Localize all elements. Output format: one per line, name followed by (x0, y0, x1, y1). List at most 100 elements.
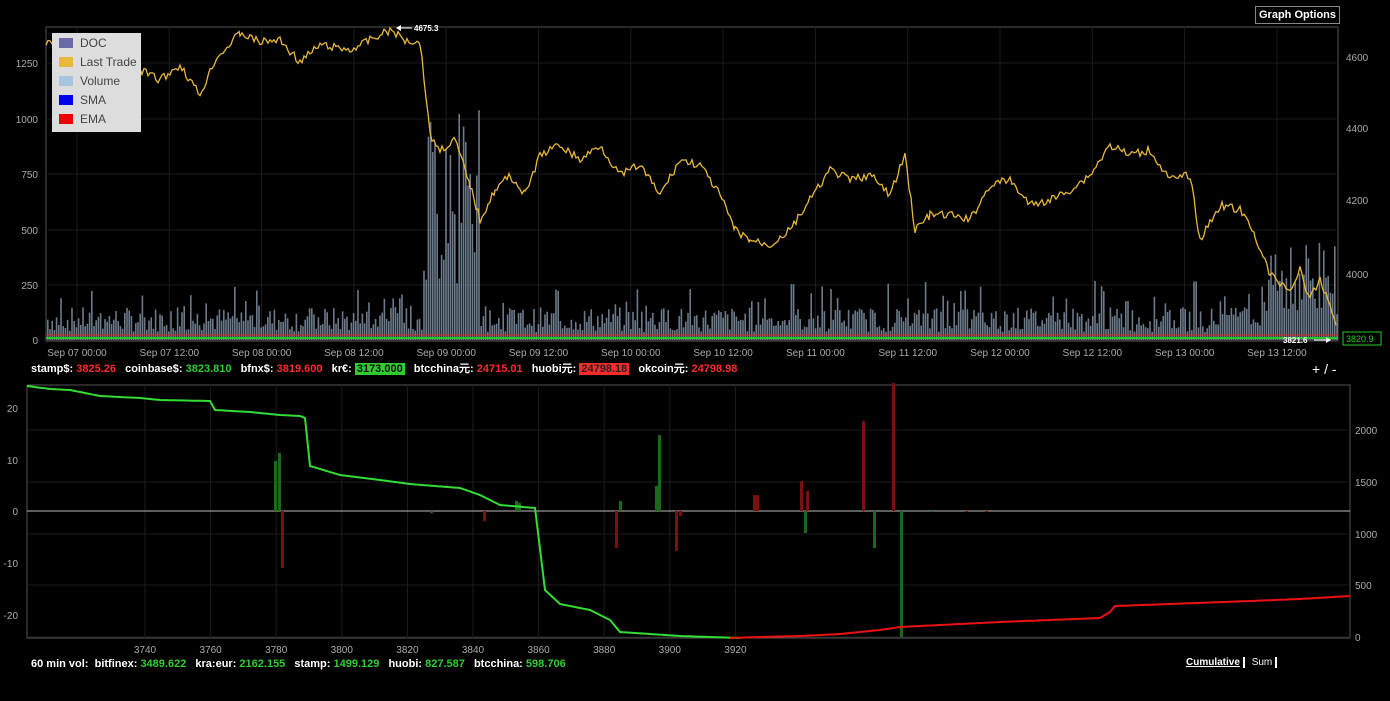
ticker-coinbase[interactable]: coinbase$: 3823.810 (125, 363, 231, 375)
volume-bar (544, 314, 546, 340)
axis-tick-label: -20 (4, 611, 19, 622)
volume-bar (603, 323, 606, 340)
volume-bar (456, 283, 458, 340)
volume-bar (616, 316, 619, 340)
volume-bar (311, 308, 313, 340)
volume-bar (812, 318, 815, 340)
volume-bar (1224, 296, 1226, 340)
volume-bar (685, 321, 687, 340)
volume-bar (753, 331, 755, 340)
volume-bar (764, 298, 766, 340)
volume-bar (407, 328, 410, 340)
ticker-label: huobi元: (531, 363, 577, 375)
volume-bar (1169, 310, 1171, 340)
axis-tick-label: 4200 (1346, 196, 1369, 207)
ticker-kraken[interactable]: kr€: 3173.000 (332, 363, 405, 375)
axis-tick-label: 4600 (1346, 53, 1369, 64)
volume-bar (918, 309, 920, 340)
volume-bar (1325, 277, 1327, 340)
volume-label: kra:eur: (195, 658, 237, 670)
volume-bar (242, 320, 245, 340)
volume-bar (951, 328, 953, 340)
axis-tick-label: Sep 13 00:00 (1155, 348, 1215, 359)
volume-bar (278, 319, 280, 340)
volume-bar (777, 320, 779, 340)
graph-options-button[interactable]: Graph Options (1255, 6, 1340, 24)
legend-item-ema[interactable]: EMA (52, 109, 141, 128)
cumulative-mode-button[interactable]: Cumulative (1186, 657, 1245, 668)
volume-bar (1120, 313, 1123, 340)
volume-bar (1213, 320, 1215, 340)
volume-bar (528, 323, 531, 340)
volume-bar (1006, 314, 1008, 340)
volume-bar (1114, 315, 1116, 340)
volume-bar (975, 316, 977, 340)
volume-bar (319, 325, 322, 340)
ticker-okcoin[interactable]: okcoin元: 24798.98 (638, 363, 737, 375)
zoom-out-button[interactable]: - (1331, 361, 1337, 377)
volume-bar (394, 307, 397, 340)
axis-tick-label: 3840 (462, 645, 485, 656)
volume-bar (297, 331, 300, 340)
volume-bar (946, 300, 949, 340)
volume-bar (740, 319, 742, 340)
ticker-value: 3823.810 (185, 363, 232, 375)
axis-tick-label: 1500 (1355, 478, 1378, 489)
volume-bar (1052, 296, 1054, 340)
volume-bar (86, 323, 89, 340)
volume-bar (1261, 286, 1263, 340)
volume-bar (566, 327, 568, 340)
depth-bar (892, 383, 895, 511)
volume-bar (1217, 324, 1219, 340)
ticker-btcchina[interactable]: btcchina元: 24715.01 (414, 363, 523, 375)
volume-bar (317, 317, 320, 340)
volume-bar (526, 324, 529, 340)
zoom-in-button[interactable]: + (1312, 361, 1321, 377)
volume-bar (1116, 308, 1118, 340)
volume-bar (1010, 327, 1013, 340)
volume-bar (1083, 331, 1085, 340)
legend-item-doc[interactable]: DOC (52, 33, 141, 52)
volume-bar (647, 321, 650, 340)
volume-bars (47, 110, 1338, 341)
legend-item-volume[interactable]: Volume (52, 71, 141, 90)
volume-bar (638, 327, 641, 340)
volume-bar (498, 317, 500, 340)
volume-summary: 60 min vol: bitfinex: 3489.622 kra:eur: … (31, 658, 572, 670)
volume-bar (179, 326, 181, 340)
volume-bar (1004, 311, 1006, 340)
volume-bar (894, 322, 896, 340)
volume-bar (1301, 299, 1303, 340)
depth-bar (274, 461, 277, 511)
volume-bar (645, 305, 647, 340)
volume-bar (832, 319, 834, 340)
sum-mode-button[interactable]: Sum (1251, 657, 1278, 668)
volume-bar (660, 309, 663, 340)
depth-bar (483, 511, 486, 521)
volume-bar (1215, 324, 1217, 340)
volume-bar (119, 326, 122, 340)
volume-value: 598.706 (525, 658, 566, 670)
volume-bar (1043, 323, 1046, 340)
legend-item-last-trade[interactable]: Last Trade (52, 52, 141, 71)
volume-bar (803, 326, 806, 340)
volume-bar (47, 319, 49, 340)
volume-bar (861, 309, 863, 340)
volume-bar (240, 312, 243, 340)
volume-bar (480, 325, 482, 340)
volume-bar (731, 308, 733, 340)
volume-bar (900, 317, 903, 340)
volume-bar (117, 321, 119, 340)
legend-item-sma[interactable]: SMA (52, 90, 141, 109)
axis-tick-label: 2000 (1355, 426, 1378, 437)
volume-bar (1136, 324, 1138, 340)
ticker-huobi[interactable]: huobi元: 24798.18 (532, 363, 630, 375)
volume-bar (436, 213, 438, 340)
volume-bar (1076, 312, 1079, 340)
ticker-stamp[interactable]: stamp$: 3825.26 (31, 363, 116, 375)
volume-bar (183, 306, 185, 340)
ticker-bfnx[interactable]: bfnx$: 3819.600 (241, 363, 323, 375)
volume-bar (330, 328, 333, 340)
volume-bar (471, 223, 474, 340)
